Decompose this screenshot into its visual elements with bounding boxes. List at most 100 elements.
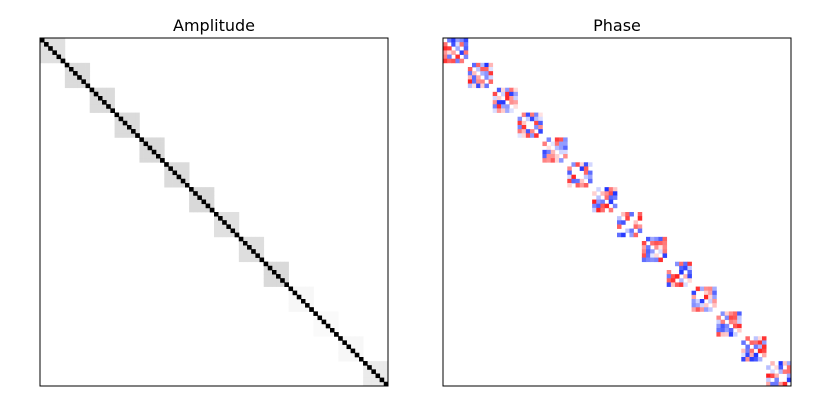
phase-cell <box>563 149 568 155</box>
phase-cell <box>484 83 489 89</box>
phase-cell <box>509 100 514 105</box>
amplitude-cell <box>89 91 95 97</box>
amplitude-cell <box>350 336 356 341</box>
amplitude-cell <box>309 303 314 308</box>
phase-cell <box>563 141 568 147</box>
phase-cell <box>786 361 792 366</box>
amplitude-cell <box>69 79 74 84</box>
phase-cell <box>542 149 547 155</box>
amplitude-diagonal-cell <box>102 100 107 105</box>
phase-cell <box>741 340 746 345</box>
amplitude-cell <box>350 357 356 362</box>
phase-cell <box>778 365 784 370</box>
amplitude-cell <box>367 381 372 387</box>
phase-cell <box>621 220 626 225</box>
amplitude-diagonal-cell <box>118 116 124 122</box>
amplitude-diagonal-cell <box>127 125 132 130</box>
amplitude-cell <box>139 141 144 147</box>
phase-cell <box>521 133 527 138</box>
phase-cell <box>463 46 469 51</box>
phase-cell <box>534 133 539 138</box>
amplitude-cell <box>168 174 173 180</box>
phase-cell <box>670 278 676 283</box>
phase-cell <box>476 67 481 72</box>
amplitude-cell <box>106 91 111 97</box>
phase-cell <box>704 294 709 300</box>
phase-cell <box>550 149 556 155</box>
phase-cell <box>604 203 610 209</box>
amplitude-diagonal-cell <box>98 96 103 101</box>
amplitude-cell <box>234 224 240 229</box>
amplitude-cell <box>131 116 136 122</box>
amplitude-cell <box>218 224 223 229</box>
phase-cell <box>720 332 726 337</box>
amplitude-cell <box>284 270 289 275</box>
amplitude-cell <box>263 282 269 287</box>
phase-cell <box>513 104 518 109</box>
amplitude-cell <box>135 112 140 118</box>
amplitude-cell <box>73 67 78 72</box>
phase-cell <box>443 54 448 60</box>
phase-cell <box>646 249 651 254</box>
amplitude-cell <box>243 245 248 250</box>
phase-cell <box>480 79 485 84</box>
phase-cell <box>451 58 456 64</box>
amplitude-cell <box>98 87 103 93</box>
amplitude-diagonal-cell <box>185 183 190 188</box>
amplitude-cell <box>218 220 223 225</box>
amplitude-cell <box>305 307 310 312</box>
amplitude-cell <box>367 373 372 379</box>
amplitude-cell <box>230 212 236 217</box>
amplitude-cell <box>98 104 103 109</box>
amplitude-cell <box>375 369 381 374</box>
amplitude-cell <box>118 125 124 130</box>
phase-cell <box>662 236 668 242</box>
phase-cell <box>546 149 552 155</box>
amplitude-cell <box>114 133 120 138</box>
phase-cell <box>563 154 568 159</box>
phase-cell <box>675 261 680 267</box>
phase-cell <box>550 158 556 163</box>
amplitude-cell <box>122 129 128 134</box>
phase-cell <box>538 129 543 134</box>
phase-cell <box>455 58 460 64</box>
amplitude-cell <box>267 274 273 279</box>
phase-cell <box>786 369 792 374</box>
phase-cell <box>683 274 688 279</box>
amplitude-cell <box>383 377 389 383</box>
amplitude-diagonal-cell <box>205 203 211 209</box>
phase-cell <box>488 71 494 76</box>
phase-cell <box>455 54 460 60</box>
amplitude-cell <box>209 195 215 200</box>
amplitude-diagonal-cell <box>247 245 252 250</box>
amplitude-diagonal-cell <box>379 377 385 383</box>
amplitude-cell <box>160 137 165 142</box>
amplitude-cell <box>189 207 194 213</box>
amplitude-cell <box>64 67 70 72</box>
amplitude-cell <box>114 116 120 122</box>
amplitude-cell <box>296 307 302 312</box>
phase-cell <box>612 195 618 200</box>
phase-cell <box>476 83 481 89</box>
amplitude-cell <box>317 311 323 316</box>
phase-cell <box>658 241 663 246</box>
phase-cell <box>509 91 514 97</box>
phase-cell <box>691 294 697 300</box>
phase-cell <box>563 137 568 142</box>
phase-cell <box>774 377 779 383</box>
amplitude-diagonal-cell <box>226 224 231 229</box>
amplitude-cell <box>325 332 331 337</box>
phase-cell <box>757 344 763 350</box>
phase-cell <box>517 116 523 122</box>
amplitude-heatmap <box>40 38 389 387</box>
amplitude-cell <box>168 170 173 176</box>
phase-cell <box>720 319 726 325</box>
amplitude-cell <box>259 249 265 254</box>
phase-cell <box>538 116 543 122</box>
phase-cell <box>517 133 523 138</box>
amplitude-cell <box>214 220 219 225</box>
phase-cell <box>596 199 601 205</box>
amplitude-cell <box>363 373 368 379</box>
amplitude-cell <box>44 50 49 55</box>
amplitude-cell <box>243 253 248 258</box>
